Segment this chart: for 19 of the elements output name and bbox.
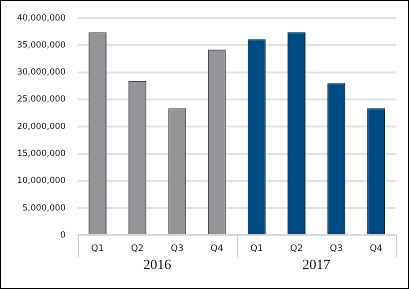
series-label: 2016 [143,258,172,273]
y-tick-label: 30,000,000 [16,68,66,78]
y-tick-label: 20,000,000 [16,122,66,132]
x-tick-label: Q1 [91,244,104,254]
y-tick-label: 15,000,000 [16,148,66,159]
x-tick-label: Q3 [330,244,343,254]
y-tick-label: 0 [60,230,66,240]
series-label: 2017 [302,258,330,273]
y-tick-label: 5,000,000 [22,203,66,214]
x-tick-label: Q3 [170,244,184,254]
y-tick-label: 25,000,000 [16,94,66,105]
y-tick-label: 10,000,000 [16,176,66,186]
x-tick-label: Q2 [290,244,303,254]
y-tick-label: 35,000,000 [16,40,66,50]
x-tick-label: Q4 [210,244,224,254]
x-tick-label: Q4 [370,244,383,254]
x-tick-label: Q1 [250,244,264,254]
y-tick-label: 40,000,000 [16,13,66,24]
x-tick-label: Q2 [130,244,144,254]
